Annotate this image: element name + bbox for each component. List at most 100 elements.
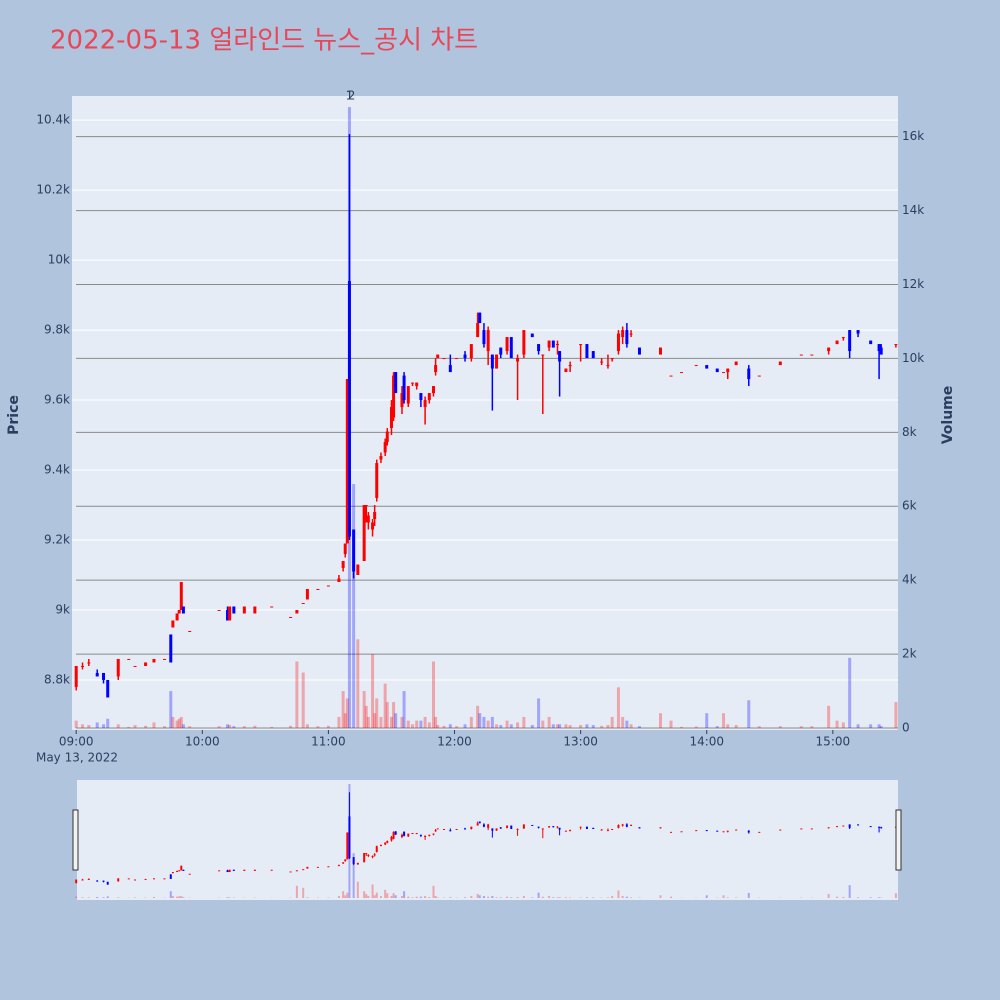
volume-bar: [406, 720, 410, 728]
mini-volume-bar: [394, 895, 397, 898]
mini-volume-bar: [621, 895, 624, 898]
volume-bar: [301, 672, 305, 728]
candle-body: [289, 616, 293, 618]
volume-bar: [600, 725, 604, 728]
candle-body: [757, 375, 761, 377]
candle-body: [734, 361, 738, 366]
volume-bar: [356, 639, 360, 728]
mini-candle-body: [346, 832, 349, 860]
candle-body: [366, 515, 370, 523]
volume-bar: [402, 691, 406, 728]
volume-bar: [530, 725, 534, 728]
candle-body: [747, 368, 751, 380]
y-axis-title: Price: [6, 395, 22, 435]
mini-volume-bar: [169, 891, 172, 898]
mini-volume-bar: [363, 891, 366, 898]
mini-volume-bar: [134, 897, 137, 898]
volume-bar: [371, 654, 375, 728]
y-tick-label: 10.2k: [36, 183, 70, 197]
mini-volume-bar: [617, 890, 620, 898]
candle-body: [379, 456, 383, 460]
y2-tick-label: 8k: [902, 425, 917, 439]
mini-volume-bar: [178, 896, 181, 898]
mini-volume-bar: [848, 885, 851, 898]
annotation: 1: [346, 89, 354, 103]
volume-bar: [337, 716, 341, 728]
mini-candle-body: [705, 830, 708, 832]
mini-candle-body: [611, 828, 614, 830]
volume-bar: [568, 725, 572, 728]
mini-candle-body: [188, 873, 191, 875]
volume-bar: [715, 726, 719, 728]
mini-volume-bar: [432, 885, 435, 898]
volume-bar: [621, 716, 625, 728]
candle-body: [541, 354, 545, 356]
candle-body: [95, 672, 99, 677]
candle-body: [106, 679, 110, 698]
candle-body: [616, 333, 620, 352]
candle-body: [341, 561, 345, 569]
candle-body: [127, 658, 131, 660]
volume-bar: [341, 691, 345, 728]
mini-candle-body: [253, 869, 256, 871]
mini-volume-bar: [470, 895, 473, 898]
y2-tick-label: 10k: [902, 351, 924, 365]
mini-candle-body: [428, 834, 431, 836]
mini-volume-bar: [611, 895, 614, 898]
candle-body: [879, 347, 883, 355]
candle-body: [144, 662, 148, 666]
candle-body: [658, 347, 662, 355]
volume-bar: [616, 687, 620, 728]
chart-title: 2022-05-13 얼라인드 뉴스_공시 차트: [50, 26, 478, 56]
range-slider[interactable]: [77, 780, 898, 900]
mini-candle-body: [171, 872, 174, 874]
x-tick-label: 10:00: [185, 735, 220, 749]
mini-candle-body: [102, 880, 105, 882]
volume-bar: [152, 722, 156, 728]
volume-bar: [629, 724, 633, 728]
volume-bar: [625, 720, 629, 728]
mini-volume-bar: [827, 893, 830, 898]
volume-bar: [591, 725, 595, 728]
mini-candle-body: [75, 879, 78, 883]
candle-body: [133, 665, 137, 667]
volume-bar: [509, 724, 513, 728]
candle-body: [326, 585, 330, 587]
volume-bar: [316, 726, 320, 728]
slider-handle-right[interactable]: [895, 809, 902, 871]
volume-bar: [658, 713, 662, 728]
candle-body: [694, 365, 698, 367]
candle-body: [637, 347, 641, 355]
slider-handle-left[interactable]: [72, 809, 79, 871]
candle-body: [705, 365, 709, 369]
candle-body: [434, 365, 438, 373]
mini-candle-body: [606, 830, 609, 832]
mini-volume-bar: [295, 885, 298, 898]
volume-bar: [436, 725, 440, 728]
mini-candle-body: [548, 826, 551, 828]
mini-volume-bar: [516, 896, 519, 898]
candle-body: [579, 344, 583, 346]
candle-body: [400, 393, 404, 408]
candle-body: [402, 375, 406, 401]
candle-body: [606, 365, 610, 367]
mini-candle-body: [415, 833, 418, 835]
candle-body: [629, 333, 633, 335]
y2-tick-label: 16k: [902, 129, 924, 143]
mini-candle-body: [270, 869, 273, 871]
mini-volume-bar: [857, 897, 860, 898]
volume-bar: [127, 726, 131, 728]
candle-body: [490, 354, 494, 369]
mini-candle-body: [455, 828, 458, 830]
mini-volume-bar: [579, 897, 582, 898]
mini-candle-body: [390, 837, 393, 841]
y2-tick-label: 2k: [902, 647, 917, 661]
volume-bar: [610, 716, 614, 728]
mini-candle-body: [232, 869, 235, 871]
mini-volume-bar: [306, 897, 309, 898]
candle-body: [537, 344, 541, 352]
volume-bar: [442, 725, 446, 728]
candle-body: [482, 330, 486, 345]
mini-candle-body: [178, 870, 181, 872]
